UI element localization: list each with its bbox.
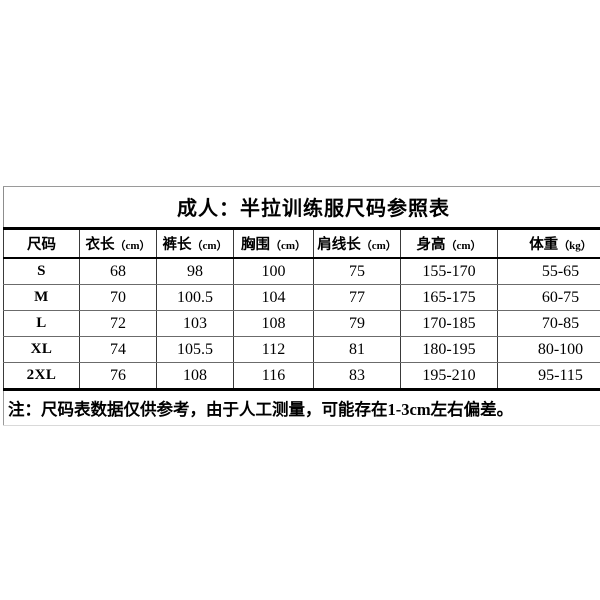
table-row: XL 74 105.5 112 81 180-195 80-100 [3,336,600,363]
table-row: L 72 103 108 79 170-185 70-85 [3,310,600,337]
cell-size: XL [3,336,80,363]
size-chart-table: 成人：半拉训练服尺码参照表 尺码 衣长（cm） 裤长（cm） 胸围（cm） 肩线… [2,186,600,426]
column-header-bust-label: 胸围 [240,237,270,253]
cell-height: 180-195 [400,336,498,363]
cell-height: 195-210 [400,362,498,391]
cell-bust: 100 [233,257,314,285]
cell-shoulder-length: 83 [313,362,401,391]
cell-shoulder-length: 75 [313,257,401,285]
cell-garment-length: 72 [79,310,157,337]
cell-pants-length: 108 [156,362,234,391]
cell-bust: 116 [233,362,314,391]
table-note-row: 注：尺码表数据仅供参考，由于人工测量，可能存在1-3cm左右偏差。 [2,389,600,426]
cell-bust: 112 [233,336,314,363]
column-header-shoulder-length-unit: （cm） [360,240,397,252]
column-header-pants-length-label: 裤长 [162,237,192,253]
cell-garment-length: 74 [79,336,157,363]
cell-weight: 80-100 [496,336,600,363]
column-header-weight-label: 体重 [529,237,559,253]
page-title: 成人：半拉训练服尺码参照表 [177,197,450,220]
table-row: 2XL 76 108 116 83 195-210 95-115 [3,362,600,391]
cell-size: L [3,310,80,337]
column-header-height: 身高（cm） [400,228,498,259]
cell-shoulder-length: 79 [313,310,401,337]
cell-shoulder-length: 77 [313,284,401,311]
cell-size: 2XL [3,362,80,391]
cell-bust: 104 [233,284,314,311]
cell-weight: 70-85 [496,310,600,337]
table-row: M 70 100.5 104 77 165-175 60-75 [3,284,600,311]
column-header-size: 尺码 [3,228,80,259]
column-header-bust-unit: （cm） [269,240,307,252]
cell-garment-length: 70 [79,284,157,311]
column-header-garment-length-unit: （cm） [114,240,151,252]
column-header-bust: 胸围（cm） [233,228,314,259]
cell-size: M [3,284,80,311]
cell-weight: 95-115 [496,362,600,391]
column-header-pants-length-unit: （cm） [191,240,228,252]
cell-pants-length: 100.5 [156,284,234,311]
column-header-weight-unit: （kg） [558,240,592,252]
table-title-row: 成人：半拉训练服尺码参照表 [2,186,600,230]
cell-bust: 108 [233,310,314,337]
size-chart-container: 成人：半拉训练服尺码参照表 尺码 衣长（cm） 裤长（cm） 胸围（cm） 肩线… [2,186,600,426]
column-header-height-unit: （cm） [445,240,482,252]
column-header-pants-length: 裤长（cm） [156,228,234,259]
cell-size: S [3,257,80,285]
chart-title-cell: 成人：半拉训练服尺码参照表 [2,186,600,230]
column-header-shoulder-length: 肩线长（cm） [313,228,401,259]
cell-height: 155-170 [400,257,498,285]
table-row: S 68 98 100 75 155-170 55-65 [3,257,600,285]
cell-height: 165-175 [400,284,498,311]
cell-pants-length: 105.5 [156,336,234,363]
column-header-weight: 体重（kg） [496,228,600,259]
cell-weight: 55-65 [496,257,600,285]
measurement-note: 注：尺码表数据仅供参考，由于人工测量，可能存在1-3cm左右偏差。 [2,389,600,426]
column-header-shoulder-length-label: 肩线长 [317,237,361,253]
cell-pants-length: 98 [156,257,234,285]
cell-height: 170-185 [400,310,498,337]
column-header-height-label: 身高 [416,237,446,253]
cell-pants-length: 103 [156,310,234,337]
cell-garment-length: 76 [79,362,157,391]
cell-weight: 60-75 [496,284,600,311]
cell-garment-length: 68 [79,257,157,285]
cell-shoulder-length: 81 [313,336,401,363]
column-header-size-label: 尺码 [27,237,56,253]
column-header-garment-length-label: 衣长 [85,237,115,253]
table-header-row: 尺码 衣长（cm） 裤长（cm） 胸围（cm） 肩线长（cm） 身高（cm） 体… [3,228,600,259]
column-header-garment-length: 衣长（cm） [79,228,157,259]
